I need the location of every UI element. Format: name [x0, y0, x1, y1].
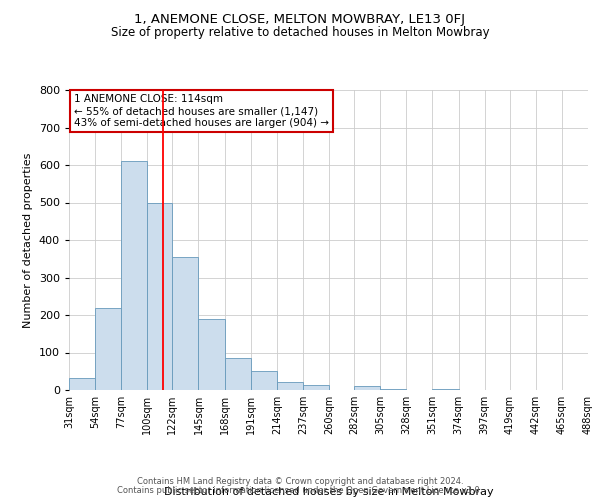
- Text: Contains public sector information licensed under the Open Government Licence v3: Contains public sector information licen…: [118, 486, 482, 495]
- Bar: [69, 378, 95, 390]
- Bar: [95, 308, 121, 390]
- Bar: [354, 386, 380, 390]
- Bar: [303, 385, 329, 390]
- Text: Contains HM Land Registry data © Crown copyright and database right 2024.: Contains HM Land Registry data © Crown c…: [137, 477, 463, 486]
- Bar: [148, 202, 172, 390]
- Text: 1, ANEMONE CLOSE, MELTON MOWBRAY, LE13 0FJ: 1, ANEMONE CLOSE, MELTON MOWBRAY, LE13 0…: [134, 12, 466, 26]
- Bar: [433, 389, 458, 390]
- Text: Size of property relative to detached houses in Melton Mowbray: Size of property relative to detached ho…: [110, 26, 490, 39]
- Bar: [121, 161, 148, 390]
- Bar: [251, 371, 277, 390]
- Bar: [224, 358, 251, 390]
- Bar: [380, 388, 406, 390]
- X-axis label: Distribution of detached houses by size in Melton Mowbray: Distribution of detached houses by size …: [164, 487, 493, 497]
- Text: 1 ANEMONE CLOSE: 114sqm
← 55% of detached houses are smaller (1,147)
43% of semi: 1 ANEMONE CLOSE: 114sqm ← 55% of detache…: [74, 94, 329, 128]
- Bar: [172, 257, 199, 390]
- Bar: [199, 319, 224, 390]
- Bar: [277, 382, 303, 390]
- Y-axis label: Number of detached properties: Number of detached properties: [23, 152, 33, 328]
